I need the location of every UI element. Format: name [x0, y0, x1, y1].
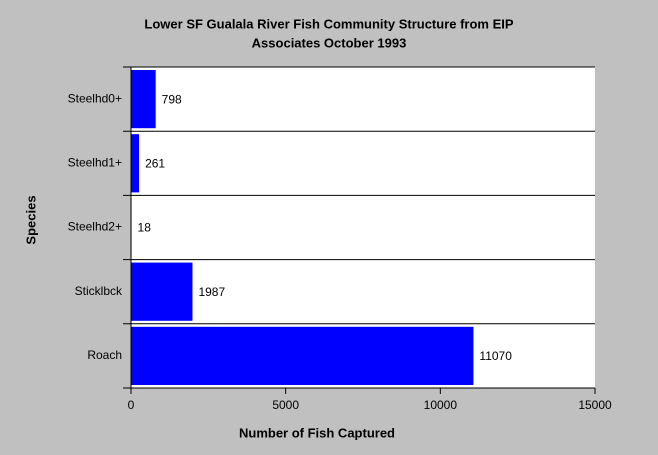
bar: [131, 70, 156, 129]
bar: [131, 134, 140, 193]
y-tick-label: Roach: [87, 348, 122, 362]
y-tick-label: Steelhd1+: [68, 155, 122, 169]
chart-title: Associates October 1993: [252, 35, 407, 50]
y-tick-label: Sticklbck: [75, 284, 123, 298]
value-label: 261: [145, 156, 165, 170]
x-tick-label: 0: [128, 398, 135, 412]
x-axis-label: Number of Fish Captured: [239, 425, 395, 440]
value-label: 1987: [198, 285, 225, 299]
x-tick-label: 10000: [424, 398, 458, 412]
y-tick-label: Steelhd2+: [68, 220, 122, 234]
chart-title: Lower SF Gualala River Fish Community St…: [144, 16, 513, 31]
x-tick-label: 5000: [272, 398, 299, 412]
x-tick-label: 15000: [578, 398, 612, 412]
value-label: 11070: [479, 349, 512, 363]
y-axis-label: Species: [23, 195, 38, 244]
y-tick-label: Steelhd0+: [68, 91, 122, 105]
bar: [131, 262, 193, 321]
bar: [131, 326, 474, 385]
value-label: 798: [162, 92, 182, 106]
value-label: 18: [138, 221, 152, 235]
